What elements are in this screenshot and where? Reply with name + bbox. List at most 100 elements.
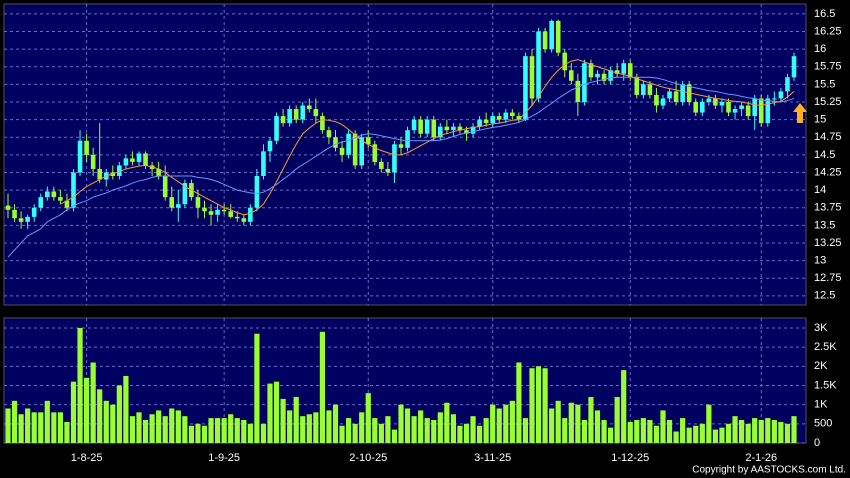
- volume-bar: [627, 421, 633, 443]
- y-tick-label: 14.75: [814, 131, 842, 143]
- candle-body: [726, 101, 731, 113]
- copyright: Copyright by AASTOCKS.com Ltd.: [692, 465, 846, 476]
- grid: [4, 4, 806, 444]
- candle-body: [431, 119, 437, 138]
- y-tick-label: 14: [814, 184, 826, 196]
- candle-body: [601, 73, 607, 81]
- volume-bar: [411, 416, 417, 443]
- volume-bar: [84, 377, 90, 443]
- volume-bar: [398, 404, 404, 443]
- candle-body: [575, 80, 581, 102]
- moving-average-line: [7, 76, 795, 258]
- volume-bar: [241, 419, 247, 443]
- volume-bar: [267, 383, 273, 443]
- volume-bar: [575, 404, 581, 443]
- candle-body: [18, 218, 24, 222]
- volume-bar: [38, 412, 44, 443]
- y-tick-label: 15.75: [814, 61, 842, 73]
- candle-body: [608, 70, 613, 81]
- volume-bar: [215, 418, 221, 443]
- volume-bar: [437, 412, 443, 443]
- candle-body: [569, 70, 574, 81]
- volume-bar: [293, 396, 299, 443]
- volume-bar: [601, 419, 607, 443]
- volume-bar: [594, 410, 601, 443]
- candle-body: [123, 158, 129, 166]
- candle-body: [542, 31, 548, 50]
- volume-bar: [103, 400, 109, 443]
- volume-bar: [326, 410, 332, 443]
- volume-bar: [273, 381, 280, 443]
- volume-bar: [378, 423, 384, 443]
- candle-body: [254, 176, 260, 208]
- y-tick-label: 16: [814, 43, 826, 55]
- volume-bar: [195, 423, 201, 443]
- volume-bar: [25, 408, 31, 443]
- volume-bar: [680, 418, 686, 443]
- volume-bar: [228, 414, 234, 443]
- x-tick-label: 1-9-25: [208, 452, 240, 464]
- x-tick-label: 2-1-26: [745, 452, 777, 464]
- candle-body: [182, 183, 188, 205]
- volume-bar: [188, 425, 194, 443]
- candle-body: [58, 197, 63, 201]
- volume-bar: [490, 404, 496, 443]
- volume-bar: [608, 427, 614, 443]
- volume-bar: [175, 410, 181, 443]
- candle-body: [307, 105, 312, 110]
- candle-body: [392, 144, 397, 173]
- candle-body: [45, 191, 50, 198]
- volume-bar: [496, 408, 502, 443]
- candle-body: [791, 56, 797, 78]
- candle-body: [359, 137, 364, 166]
- y-tick-label: 16.5: [814, 8, 835, 20]
- volume-bar: [549, 408, 555, 443]
- volume-bar: [562, 418, 568, 443]
- candle-body: [97, 168, 102, 180]
- candle-body: [162, 176, 168, 198]
- candle-body: [700, 101, 705, 113]
- x-tick-label: 2-10-25: [349, 452, 387, 464]
- volume-tick-label: 2K: [814, 360, 828, 372]
- signal-arrow: [793, 103, 807, 123]
- candle-body: [772, 98, 777, 100]
- candle-body: [241, 218, 247, 222]
- candle-body: [228, 211, 233, 217]
- x-tick-label: 3-11-25: [474, 452, 511, 464]
- candle-body: [464, 130, 469, 134]
- volume-bar: [339, 425, 345, 443]
- candle-body: [195, 197, 201, 208]
- candle-body: [25, 216, 30, 222]
- candle-body: [470, 126, 476, 134]
- volume-bar: [90, 362, 96, 443]
- candle-body: [765, 98, 771, 124]
- volume-bar: [693, 425, 699, 443]
- candle-body: [372, 144, 378, 162]
- volume-bar: [123, 375, 129, 443]
- y-tick-label: 16.25: [814, 25, 842, 37]
- volume-bar: [287, 410, 293, 443]
- candle-body: [405, 130, 410, 148]
- candle-body: [346, 133, 351, 155]
- volume-bar: [745, 423, 751, 443]
- candle-body: [496, 116, 502, 120]
- candle-body: [320, 116, 325, 131]
- candle-body: [739, 105, 744, 110]
- volume-bar: [129, 416, 136, 443]
- candle-body: [5, 205, 11, 210]
- candle-body: [31, 207, 37, 217]
- volume-bar: [313, 412, 319, 443]
- volume-bar: [44, 400, 50, 443]
- candle-body: [621, 63, 626, 74]
- volume-tick-label: 500: [814, 418, 832, 430]
- candle-body: [529, 56, 535, 99]
- candle-body: [274, 116, 279, 141]
- candle-body: [300, 105, 306, 120]
- volume-bar: [640, 418, 646, 443]
- volume-bar: [771, 419, 777, 443]
- candle-body: [90, 154, 96, 169]
- volume-bar: [719, 427, 725, 443]
- volume-bar: [444, 402, 450, 443]
- volume-bar: [70, 381, 77, 443]
